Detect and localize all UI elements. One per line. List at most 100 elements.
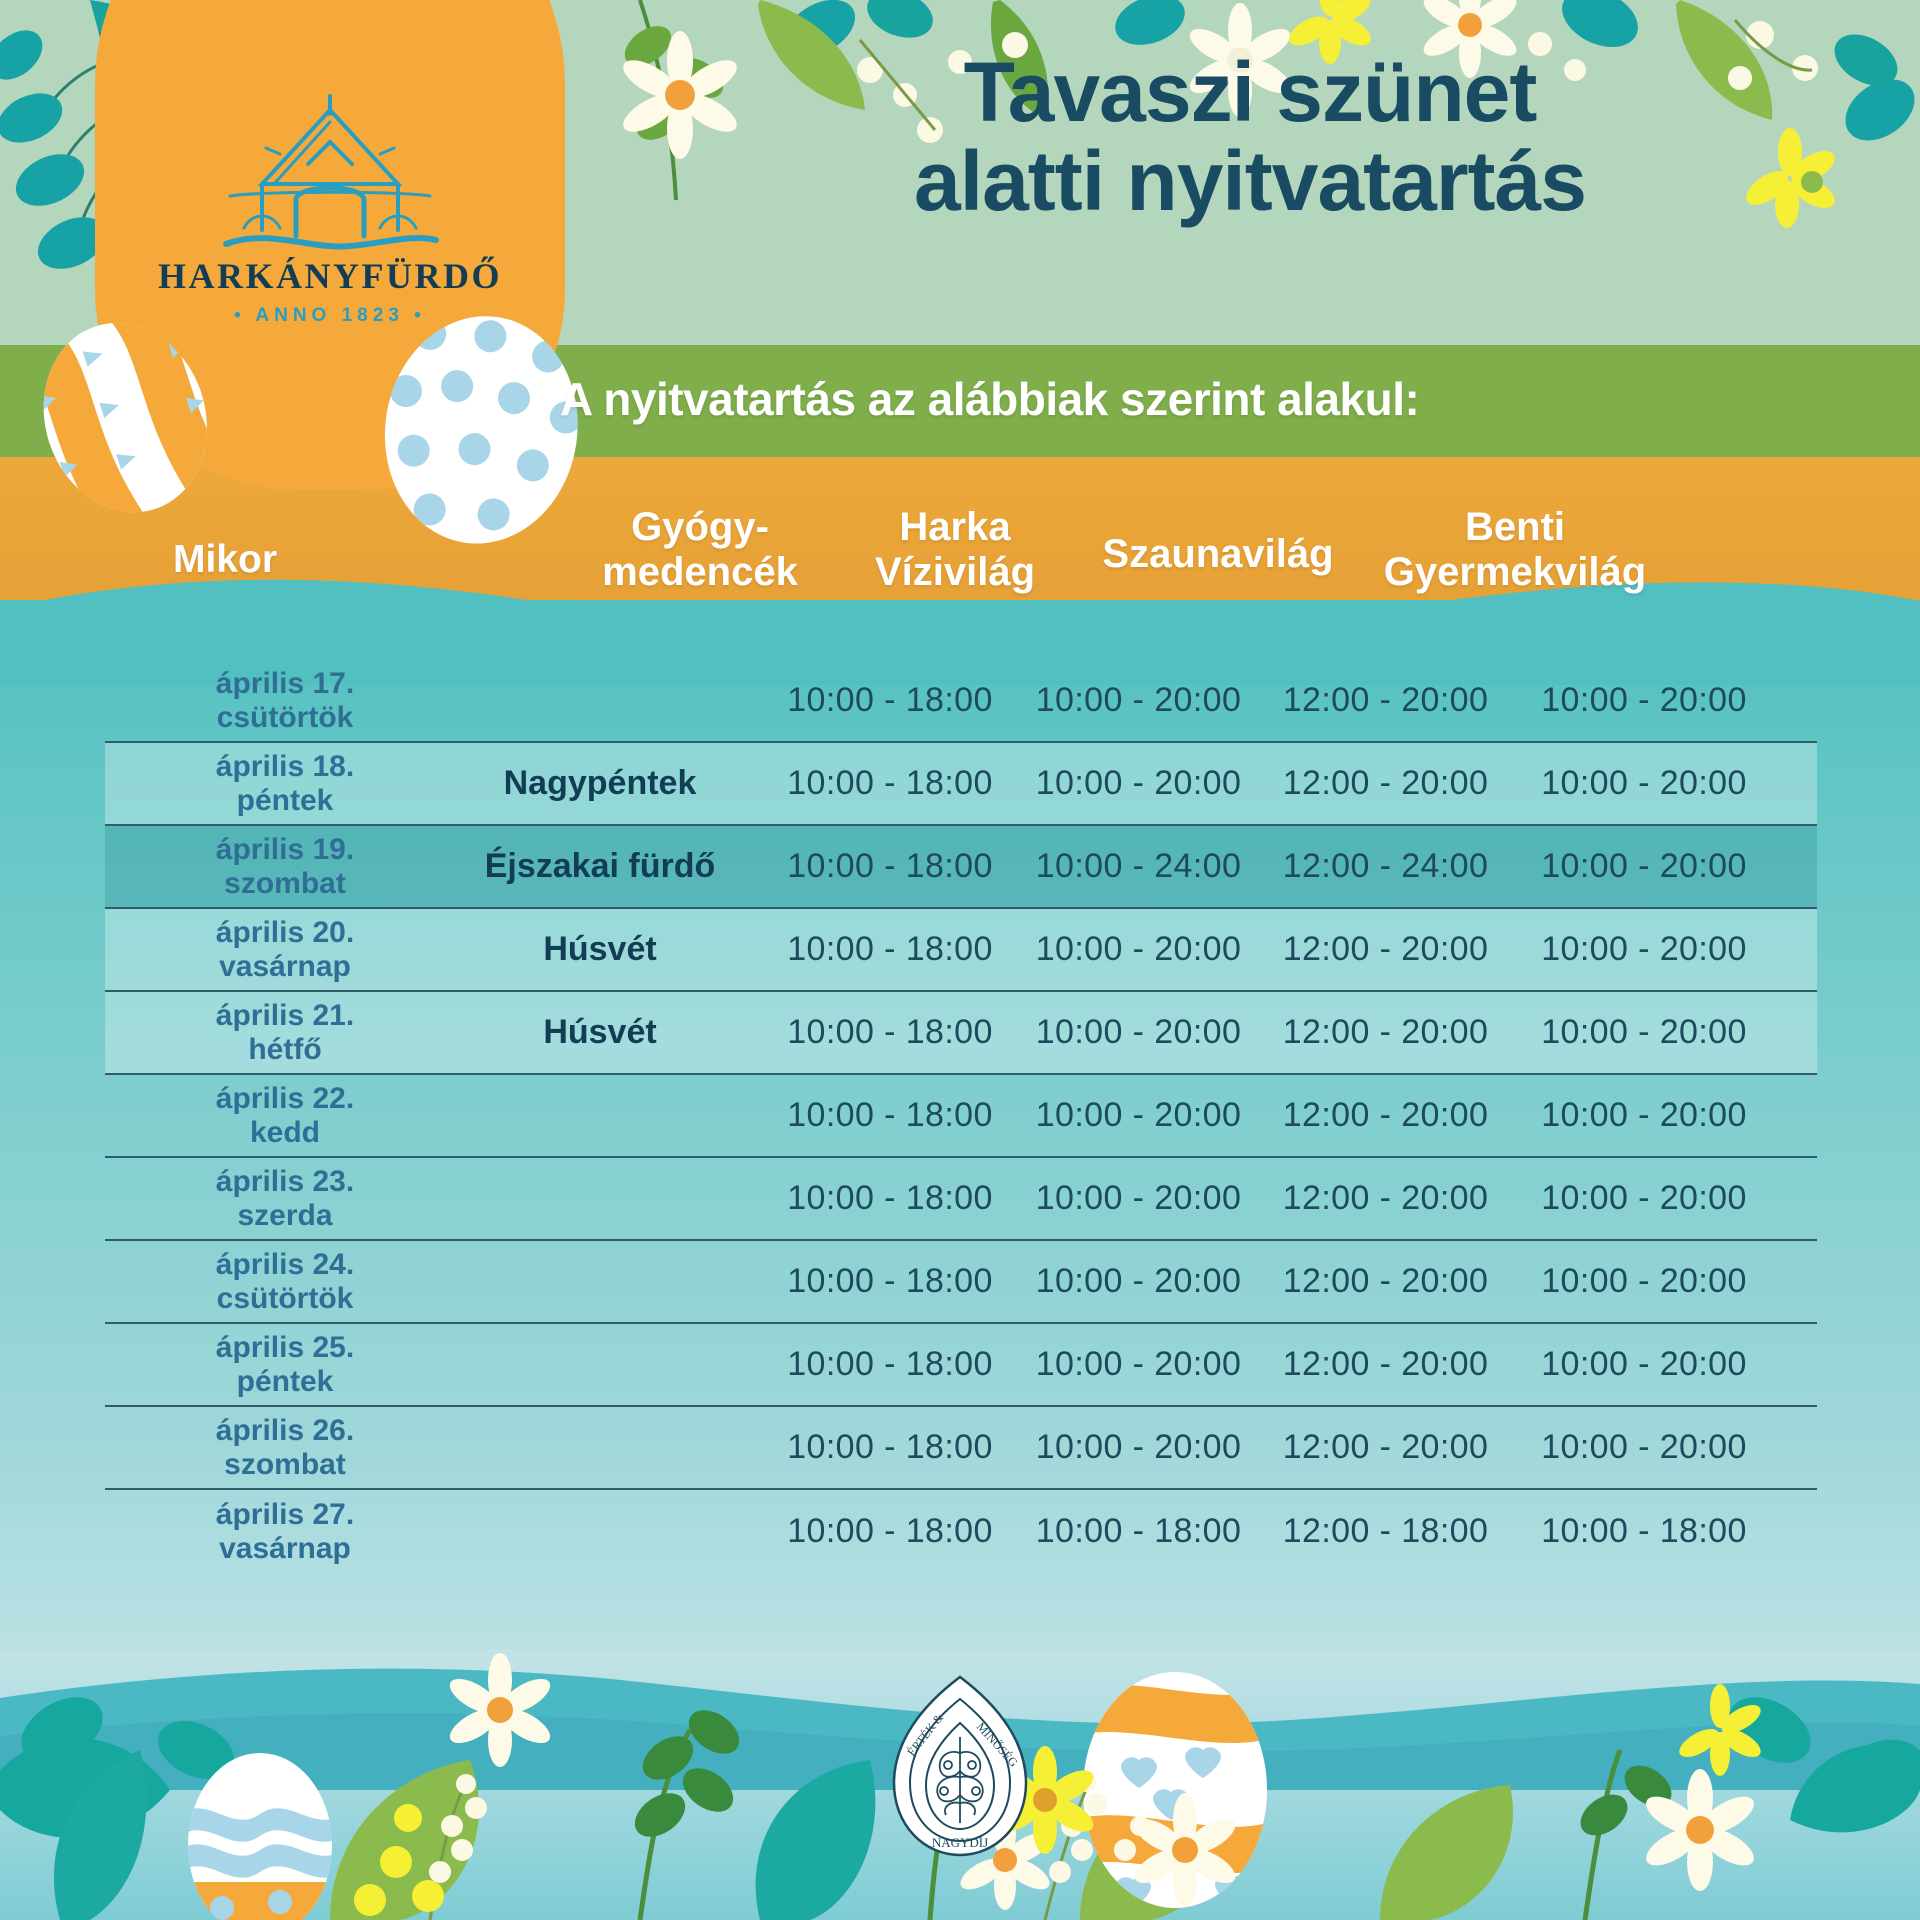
cell-hours-col1: 10:00 - 18:00 bbox=[787, 1512, 993, 1550]
cell-hours-col3: 12:00 - 20:00 bbox=[1282, 1013, 1489, 1051]
cell-when: április 23. szerda bbox=[105, 1165, 435, 1232]
table-row: április 22. kedd 10:00 - 18:00 10:00 - 20:0… bbox=[105, 1075, 1817, 1158]
cell-hours-col1: 10:00 - 18:00 bbox=[787, 764, 993, 802]
table-row: április 21. hétfő Húsvét 10:00 - 18:00 10:00… bbox=[105, 992, 1817, 1075]
cell-day: vasárnap bbox=[219, 1531, 351, 1565]
cell-hours-col1: 10:00 - 18:00 bbox=[787, 1345, 993, 1383]
cell-when: április 18. péntek bbox=[105, 750, 435, 817]
cell-hours-col1: 10:00 - 18:00 bbox=[787, 1096, 993, 1134]
cell-date: április 21. bbox=[215, 998, 355, 1032]
table-header: Mikor Gyógy-medencék Harka Vízivilág Szau… bbox=[0, 410, 1920, 628]
page-title: Tavaszi szünet alatti nyitvatartás bbox=[620, 45, 1880, 229]
cell-hours-col2: 10:00 - 20:00 bbox=[1035, 764, 1242, 802]
column-header-gyogymedencek: Gyógy-medencék bbox=[602, 505, 798, 594]
cell-note: Nagypéntek bbox=[503, 764, 697, 802]
cell-note: Húsvét bbox=[543, 1013, 657, 1051]
cell-hours-col2: 10:00 - 20:00 bbox=[1035, 1013, 1242, 1051]
table-row: április 27. vasárnap 10:00 - 18:00 10:00 - … bbox=[105, 1490, 1817, 1573]
column-header-mikor: Mikor bbox=[172, 538, 277, 581]
cell-hours-col2: 10:00 - 20:00 bbox=[1035, 1179, 1242, 1217]
award-badge-text-bottom: NAGYDÍJ bbox=[932, 1835, 988, 1850]
cell-hours-col2: 10:00 - 24:00 bbox=[1035, 847, 1242, 885]
cell-hours-col4: 10:00 - 20:00 bbox=[1541, 1013, 1747, 1051]
table-row: április 20. vasárnap Húsvét 10:00 - 18:00 10… bbox=[105, 909, 1817, 992]
cell-date: április 18. bbox=[215, 749, 355, 783]
logo-block: HARKÁNYFÜRDŐ • ANNO 1823 • bbox=[95, 0, 565, 490]
page-title-line1: Tavaszi szünet bbox=[963, 45, 1538, 139]
award-badge-icon: ÉRTÉK & MINŐSÉG NAGYDÍJ bbox=[892, 1675, 1028, 1857]
cell-hours-col3: 12:00 - 20:00 bbox=[1282, 1096, 1489, 1134]
cell-day: péntek bbox=[236, 1364, 334, 1398]
spa-pavilion-icon bbox=[223, 94, 439, 250]
cell-hours-col2: 10:00 - 20:00 bbox=[1035, 930, 1242, 968]
cell-hours-col4: 10:00 - 20:00 bbox=[1541, 1428, 1747, 1466]
page-subtitle: A nyitvatartás az alábbiak szerint alaku… bbox=[560, 373, 1420, 425]
table-row: április 25. péntek 10:00 - 18:00 10:00 - 20… bbox=[105, 1324, 1817, 1407]
schedule-table: április 17. csütörtök 10:00 - 18:00 10:00 -… bbox=[105, 660, 1817, 1573]
table-row: április 23. szerda 10:00 - 18:00 10:00 - 20… bbox=[105, 1158, 1817, 1241]
cell-hours-col3: 12:00 - 20:00 bbox=[1282, 1345, 1489, 1383]
cell-when: április 21. hétfő bbox=[105, 999, 435, 1066]
cell-hours-col1: 10:00 - 18:00 bbox=[787, 1428, 993, 1466]
cell-hours-col1: 10:00 - 18:00 bbox=[787, 1013, 993, 1051]
cell-hours-col2: 10:00 - 20:00 bbox=[1035, 1428, 1242, 1466]
cell-hours-col4: 10:00 - 20:00 bbox=[1541, 930, 1747, 968]
cell-hours-col3: 12:00 - 18:00 bbox=[1282, 1512, 1489, 1550]
cell-date: április 19. bbox=[215, 832, 355, 866]
cell-hours-col1: 10:00 - 18:00 bbox=[787, 1179, 993, 1217]
cell-hours-col3: 12:00 - 20:00 bbox=[1282, 930, 1489, 968]
cell-when: április 26. szombat bbox=[105, 1414, 435, 1481]
cell-hours-col1: 10:00 - 18:00 bbox=[787, 847, 993, 885]
cell-date: április 24. bbox=[215, 1247, 355, 1281]
cell-when: április 20. vasárnap bbox=[105, 916, 435, 983]
cell-hours-col4: 10:00 - 20:00 bbox=[1541, 1179, 1747, 1217]
cell-hours-col3: 12:00 - 20:00 bbox=[1282, 1179, 1489, 1217]
cell-day: szombat bbox=[224, 866, 346, 900]
cell-when: április 22. kedd bbox=[105, 1082, 435, 1149]
background-teal-band bbox=[0, 600, 1920, 1690]
cell-hours-col3: 12:00 - 20:00 bbox=[1282, 764, 1489, 802]
wave-divider-orange bbox=[0, 579, 1920, 685]
cell-day: csütörtök bbox=[216, 1281, 354, 1315]
cell-when: április 19. szombat bbox=[105, 833, 435, 900]
cell-day: vasárnap bbox=[219, 949, 351, 983]
cell-hours-col3: 12:00 - 24:00 bbox=[1282, 847, 1489, 885]
cell-hours-col2: 10:00 - 20:00 bbox=[1035, 1096, 1242, 1134]
table-row: április 17. csütörtök 10:00 - 18:00 10:00 -… bbox=[105, 660, 1817, 743]
cell-date: április 27. bbox=[215, 1497, 355, 1531]
cell-day: csütörtök bbox=[216, 700, 354, 734]
cell-hours-col2: 10:00 - 20:00 bbox=[1035, 681, 1242, 719]
cell-hours-col2: 10:00 - 20:00 bbox=[1035, 1262, 1242, 1300]
table-row: április 26. szombat 10:00 - 18:00 10:00 - 2… bbox=[105, 1407, 1817, 1490]
cell-date: április 26. bbox=[215, 1413, 355, 1447]
cell-hours-col2: 10:00 - 20:00 bbox=[1035, 1345, 1242, 1383]
cell-hours-col1: 10:00 - 18:00 bbox=[787, 681, 993, 719]
cell-hours-col4: 10:00 - 20:00 bbox=[1541, 764, 1747, 802]
cell-hours-col4: 10:00 - 20:00 bbox=[1541, 1262, 1747, 1300]
cell-day: hétfő bbox=[248, 1032, 322, 1066]
cell-hours-col4: 10:00 - 20:00 bbox=[1541, 1096, 1747, 1134]
cell-hours-col4: 10:00 - 20:00 bbox=[1541, 1345, 1747, 1383]
cell-when: április 25. péntek bbox=[105, 1331, 435, 1398]
cell-when: április 27. vasárnap bbox=[105, 1498, 435, 1565]
cell-date: április 17. bbox=[215, 666, 355, 700]
page-title-line2: alatti nyitvatartás bbox=[914, 134, 1587, 229]
table-row: április 18. péntek Nagypéntek 10:00 - 18:00… bbox=[105, 743, 1817, 826]
cell-hours-col3: 12:00 - 20:00 bbox=[1282, 1262, 1489, 1300]
cell-note: Húsvét bbox=[543, 930, 657, 968]
cell-day: péntek bbox=[236, 783, 334, 817]
cell-date: április 23. bbox=[215, 1164, 355, 1198]
easter-egg-dotted bbox=[370, 303, 593, 557]
logo-anno-text: • ANNO 1823 • bbox=[234, 305, 426, 326]
cell-date: április 25. bbox=[215, 1330, 355, 1364]
cell-hours-col3: 12:00 - 20:00 bbox=[1282, 681, 1489, 719]
table-row: április 24. csütörtök 10:00 - 18:00 10:00 -… bbox=[105, 1241, 1817, 1324]
logo-wordmark: HARKÁNYFÜRDŐ bbox=[158, 256, 502, 296]
column-header-harka-vizivilag: Harka Vízivilág bbox=[874, 505, 1036, 594]
cell-hours-col1: 10:00 - 18:00 bbox=[787, 1262, 993, 1300]
cell-day: szombat bbox=[224, 1447, 346, 1481]
cell-hours-col3: 12:00 - 20:00 bbox=[1282, 1428, 1489, 1466]
cell-hours-col4: 10:00 - 18:00 bbox=[1541, 1512, 1747, 1550]
easter-egg-striped bbox=[19, 301, 232, 534]
